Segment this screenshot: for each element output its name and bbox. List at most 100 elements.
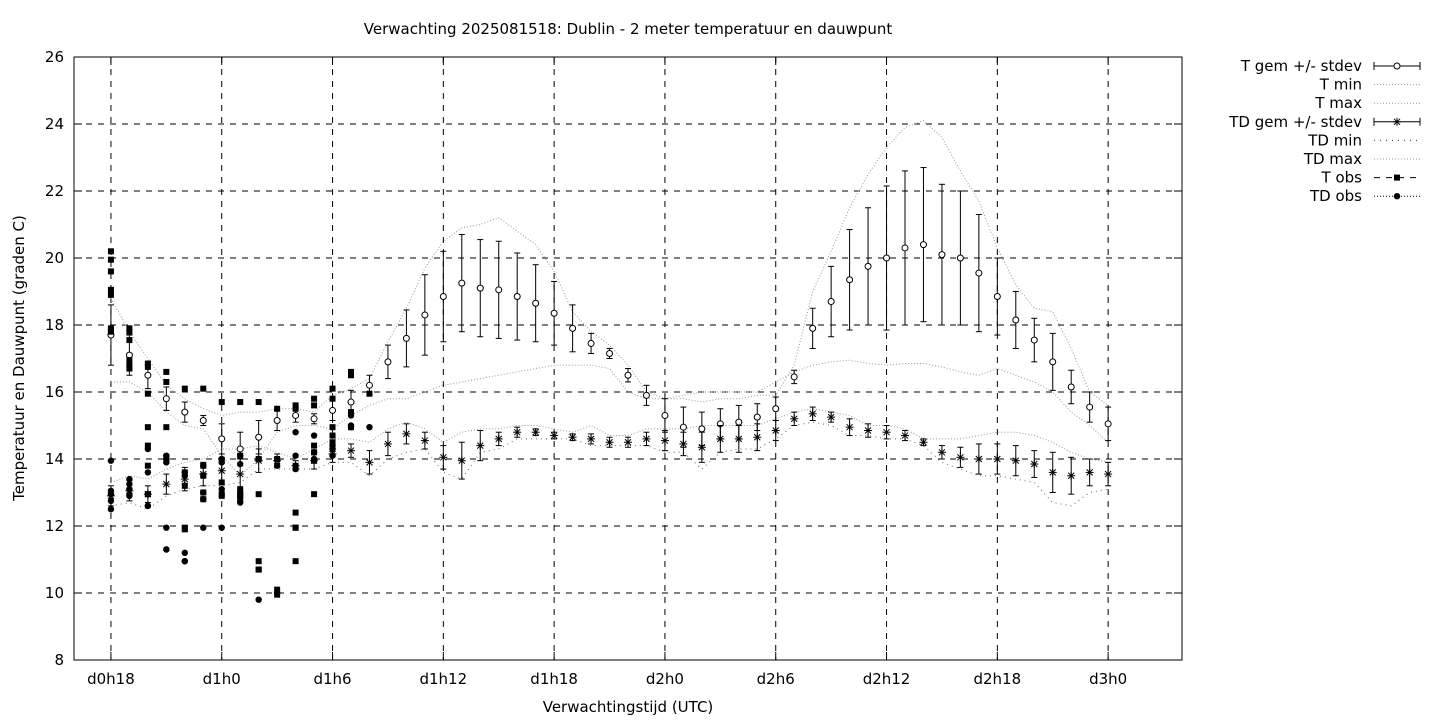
star-stroke	[883, 428, 890, 436]
t-obs-point	[144, 363, 151, 370]
td-gem-stdev-point	[439, 445, 448, 470]
td-gem-stdev-point	[236, 458, 245, 490]
td-gem-stdev-point	[383, 431, 392, 457]
y-tick-label: 16	[45, 383, 64, 401]
star-stroke	[753, 433, 761, 441]
mean-marker	[605, 438, 614, 447]
td-gem-stdev-point	[1011, 445, 1020, 477]
t-gem-stdev-point	[1030, 317, 1038, 363]
t-gem-stdev-point	[550, 280, 558, 346]
t-obs-point	[255, 558, 262, 565]
td-gem-stdev-point	[457, 441, 466, 480]
star-stroke	[1067, 472, 1075, 480]
mean-marker	[716, 434, 725, 443]
td-obs-point	[181, 549, 188, 556]
t-gem-stdev-point	[846, 229, 854, 331]
td-obs-point	[126, 475, 133, 483]
star-stroke	[550, 432, 558, 439]
td-obs-point	[144, 502, 152, 510]
legend-label: T obs	[1321, 169, 1363, 187]
t-obs-point	[181, 482, 188, 489]
td-gem-stdev-point	[734, 425, 743, 453]
t-obs-point	[181, 385, 188, 392]
star-stroke	[513, 428, 521, 436]
mean-marker	[531, 428, 540, 437]
mean-marker	[1011, 456, 1020, 465]
mean-marker	[236, 470, 245, 479]
t-gem-stdev-point	[975, 213, 983, 333]
td-obs-point	[292, 465, 299, 473]
t-gem-stdev-point	[181, 401, 189, 423]
star-stroke	[366, 458, 373, 466]
t-gem-stdev-point	[107, 304, 115, 366]
mean-marker	[1086, 403, 1094, 411]
td-obs-point	[200, 489, 207, 496]
td-gem-stdev-point	[937, 445, 946, 460]
star-stroke	[1049, 469, 1057, 476]
star-stroke	[901, 432, 909, 439]
t-obs-point	[200, 472, 207, 479]
legend-label: TD obs	[1309, 187, 1362, 205]
mean-marker	[383, 439, 392, 448]
t-gem-stdev-point	[439, 250, 447, 343]
t-obs-point	[311, 395, 318, 402]
td-gem-stdev-point	[716, 425, 725, 453]
t-gem-stdev-point	[1067, 369, 1075, 405]
y-tick-label: 18	[45, 316, 64, 334]
t-obs-point	[126, 328, 133, 335]
x-tick-label: d1h0	[203, 670, 241, 688]
td-obs-point	[310, 457, 318, 464]
t-obs-point	[107, 286, 114, 293]
t-gem-stdev-point	[956, 190, 964, 326]
td-obs-point	[347, 423, 355, 431]
star-stroke	[384, 440, 392, 448]
legend-label: T max	[1314, 94, 1362, 112]
td-gem-stdev-point	[531, 428, 540, 437]
mean-marker	[956, 254, 964, 262]
mean-marker	[1030, 336, 1038, 344]
y-tick-label: 12	[45, 517, 64, 535]
td-obs-point	[255, 596, 262, 603]
mean-marker	[974, 455, 983, 463]
td-obs-point	[218, 485, 225, 493]
mean-marker	[735, 418, 743, 426]
mean-marker	[587, 339, 595, 347]
y-axis-label: Temperatuur en Dauwpunt (graden C)	[10, 215, 28, 502]
td-obs-point	[144, 490, 152, 498]
td-obs-point	[126, 480, 133, 488]
t-obs-point	[126, 357, 133, 364]
td-obs-point	[200, 462, 207, 469]
t-obs-point	[126, 365, 133, 372]
legend-marker	[1393, 117, 1401, 126]
td-gem-stdev-point	[679, 431, 688, 457]
t-obs-point	[126, 337, 133, 344]
mean-marker	[753, 413, 761, 421]
mean-marker	[255, 433, 263, 441]
x-tick-label: d1h6	[313, 670, 351, 688]
mean-marker	[901, 244, 909, 252]
star-stroke	[606, 438, 613, 446]
star-stroke	[1104, 470, 1112, 478]
star-stroke	[957, 453, 964, 461]
td-obs-point	[107, 457, 115, 464]
t-obs-point	[348, 409, 354, 416]
t-gem-stdev-point	[569, 304, 577, 353]
mean-marker	[402, 334, 410, 342]
td-gem-stdev-point	[347, 443, 355, 458]
t-obs-point	[274, 405, 281, 412]
t-gem-stdev-point	[199, 414, 207, 426]
star-stroke	[920, 438, 927, 446]
td-gem-stdev-point	[476, 430, 485, 462]
t-obs-point	[274, 456, 281, 462]
star-stroke	[643, 435, 650, 443]
mean-marker	[846, 276, 854, 284]
td-gem-stdev-point	[974, 443, 983, 475]
y-tick-label: 10	[45, 584, 64, 602]
mean-marker	[421, 311, 429, 319]
td-gem-stdev-point	[864, 423, 873, 438]
td-obs-point	[292, 452, 299, 459]
t-obs-point	[292, 524, 299, 531]
td-gem-stdev-point	[1048, 451, 1057, 493]
legend-label: T gem +/- stdev	[1240, 57, 1362, 75]
mean-marker	[642, 391, 650, 399]
